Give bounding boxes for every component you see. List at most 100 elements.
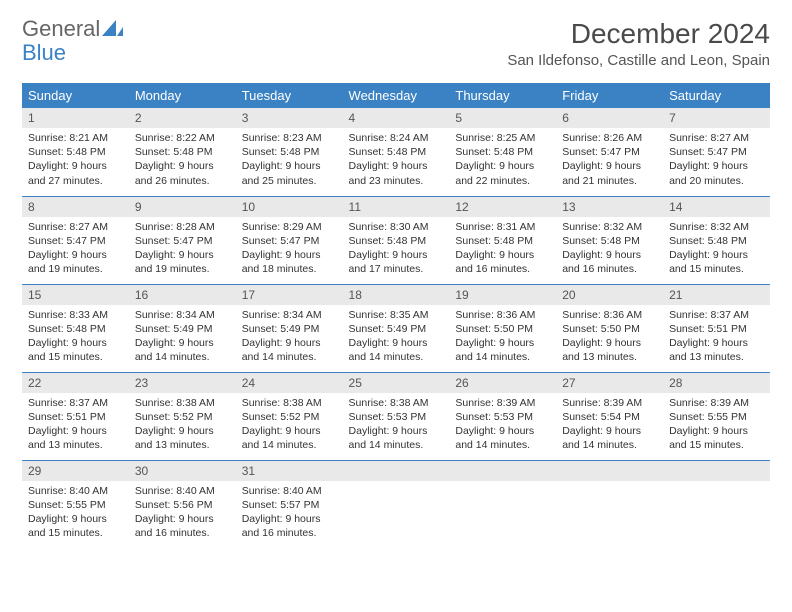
weekday-header-row: SundayMondayTuesdayWednesdayThursdayFrid… xyxy=(22,83,770,108)
day-number: 24 xyxy=(236,373,343,393)
calendar-day-cell xyxy=(663,460,770,548)
calendar-day-cell: 8Sunrise: 8:27 AMSunset: 5:47 PMDaylight… xyxy=(22,196,129,284)
calendar-day-cell: 27Sunrise: 8:39 AMSunset: 5:54 PMDayligh… xyxy=(556,372,663,460)
sunset-line: Sunset: 5:48 PM xyxy=(242,145,337,159)
daylight-line: Daylight: 9 hours and 14 minutes. xyxy=(242,424,337,452)
calendar-day-cell: 24Sunrise: 8:38 AMSunset: 5:52 PMDayligh… xyxy=(236,372,343,460)
day-body: Sunrise: 8:32 AMSunset: 5:48 PMDaylight:… xyxy=(556,217,663,283)
calendar-day-cell: 25Sunrise: 8:38 AMSunset: 5:53 PMDayligh… xyxy=(343,372,450,460)
sunrise-line: Sunrise: 8:35 AM xyxy=(349,308,444,322)
sunrise-line: Sunrise: 8:30 AM xyxy=(349,220,444,234)
calendar-day-cell: 21Sunrise: 8:37 AMSunset: 5:51 PMDayligh… xyxy=(663,284,770,372)
day-number: 11 xyxy=(343,197,450,217)
daylight-line: Daylight: 9 hours and 23 minutes. xyxy=(349,159,444,187)
day-body: Sunrise: 8:34 AMSunset: 5:49 PMDaylight:… xyxy=(236,305,343,371)
sunrise-line: Sunrise: 8:34 AM xyxy=(135,308,230,322)
sunset-line: Sunset: 5:47 PM xyxy=(28,234,123,248)
calendar-day-cell: 31Sunrise: 8:40 AMSunset: 5:57 PMDayligh… xyxy=(236,460,343,548)
title-block: December 2024 San Ildefonso, Castille an… xyxy=(507,18,770,69)
daylight-line: Daylight: 9 hours and 15 minutes. xyxy=(669,424,764,452)
day-body: Sunrise: 8:23 AMSunset: 5:48 PMDaylight:… xyxy=(236,128,343,194)
title-month: December 2024 xyxy=(507,18,770,50)
weekday-header: Friday xyxy=(556,83,663,108)
calendar-day-cell: 6Sunrise: 8:26 AMSunset: 5:47 PMDaylight… xyxy=(556,108,663,196)
weekday-header: Thursday xyxy=(449,83,556,108)
day-body: Sunrise: 8:38 AMSunset: 5:53 PMDaylight:… xyxy=(343,393,450,459)
calendar-day-cell: 17Sunrise: 8:34 AMSunset: 5:49 PMDayligh… xyxy=(236,284,343,372)
calendar-day-cell: 5Sunrise: 8:25 AMSunset: 5:48 PMDaylight… xyxy=(449,108,556,196)
calendar-day-cell: 15Sunrise: 8:33 AMSunset: 5:48 PMDayligh… xyxy=(22,284,129,372)
calendar-day-cell: 10Sunrise: 8:29 AMSunset: 5:47 PMDayligh… xyxy=(236,196,343,284)
calendar-day-cell: 3Sunrise: 8:23 AMSunset: 5:48 PMDaylight… xyxy=(236,108,343,196)
daylight-line: Daylight: 9 hours and 21 minutes. xyxy=(562,159,657,187)
daylight-line: Daylight: 9 hours and 16 minutes. xyxy=(455,248,550,276)
day-body: Sunrise: 8:37 AMSunset: 5:51 PMDaylight:… xyxy=(22,393,129,459)
day-number: 16 xyxy=(129,285,236,305)
sunset-line: Sunset: 5:53 PM xyxy=(349,410,444,424)
sunset-line: Sunset: 5:52 PM xyxy=(242,410,337,424)
day-body: Sunrise: 8:33 AMSunset: 5:48 PMDaylight:… xyxy=(22,305,129,371)
sunset-line: Sunset: 5:49 PM xyxy=(349,322,444,336)
sunrise-line: Sunrise: 8:39 AM xyxy=(455,396,550,410)
daylight-line: Daylight: 9 hours and 17 minutes. xyxy=(349,248,444,276)
brand-logo: General Blue xyxy=(22,18,124,64)
daylight-line: Daylight: 9 hours and 13 minutes. xyxy=(28,424,123,452)
day-body: Sunrise: 8:32 AMSunset: 5:48 PMDaylight:… xyxy=(663,217,770,283)
weekday-header: Wednesday xyxy=(343,83,450,108)
sunset-line: Sunset: 5:48 PM xyxy=(349,145,444,159)
day-number-empty xyxy=(449,461,556,481)
calendar-day-cell: 14Sunrise: 8:32 AMSunset: 5:48 PMDayligh… xyxy=(663,196,770,284)
daylight-line: Daylight: 9 hours and 15 minutes. xyxy=(28,336,123,364)
day-body: Sunrise: 8:26 AMSunset: 5:47 PMDaylight:… xyxy=(556,128,663,194)
day-number: 27 xyxy=(556,373,663,393)
day-body: Sunrise: 8:27 AMSunset: 5:47 PMDaylight:… xyxy=(22,217,129,283)
sunrise-line: Sunrise: 8:25 AM xyxy=(455,131,550,145)
day-body: Sunrise: 8:34 AMSunset: 5:49 PMDaylight:… xyxy=(129,305,236,371)
calendar-week-row: 1Sunrise: 8:21 AMSunset: 5:48 PMDaylight… xyxy=(22,108,770,196)
daylight-line: Daylight: 9 hours and 14 minutes. xyxy=(349,336,444,364)
day-number: 25 xyxy=(343,373,450,393)
sunrise-line: Sunrise: 8:40 AM xyxy=(242,484,337,498)
calendar-day-cell xyxy=(343,460,450,548)
day-number: 30 xyxy=(129,461,236,481)
daylight-line: Daylight: 9 hours and 14 minutes. xyxy=(455,424,550,452)
day-number: 1 xyxy=(22,108,129,128)
calendar-day-cell: 20Sunrise: 8:36 AMSunset: 5:50 PMDayligh… xyxy=(556,284,663,372)
sunset-line: Sunset: 5:54 PM xyxy=(562,410,657,424)
day-number: 31 xyxy=(236,461,343,481)
calendar-day-cell: 29Sunrise: 8:40 AMSunset: 5:55 PMDayligh… xyxy=(22,460,129,548)
calendar-day-cell: 16Sunrise: 8:34 AMSunset: 5:49 PMDayligh… xyxy=(129,284,236,372)
sunrise-line: Sunrise: 8:36 AM xyxy=(455,308,550,322)
sunset-line: Sunset: 5:51 PM xyxy=(669,322,764,336)
sunset-line: Sunset: 5:48 PM xyxy=(455,234,550,248)
day-number: 5 xyxy=(449,108,556,128)
day-number: 8 xyxy=(22,197,129,217)
daylight-line: Daylight: 9 hours and 13 minutes. xyxy=(669,336,764,364)
day-body: Sunrise: 8:31 AMSunset: 5:48 PMDaylight:… xyxy=(449,217,556,283)
day-body: Sunrise: 8:36 AMSunset: 5:50 PMDaylight:… xyxy=(556,305,663,371)
sunrise-line: Sunrise: 8:34 AM xyxy=(242,308,337,322)
sunset-line: Sunset: 5:53 PM xyxy=(455,410,550,424)
day-body: Sunrise: 8:39 AMSunset: 5:53 PMDaylight:… xyxy=(449,393,556,459)
calendar-week-row: 29Sunrise: 8:40 AMSunset: 5:55 PMDayligh… xyxy=(22,460,770,548)
day-number: 6 xyxy=(556,108,663,128)
day-body: Sunrise: 8:39 AMSunset: 5:54 PMDaylight:… xyxy=(556,393,663,459)
day-body: Sunrise: 8:25 AMSunset: 5:48 PMDaylight:… xyxy=(449,128,556,194)
sunrise-line: Sunrise: 8:39 AM xyxy=(669,396,764,410)
sunrise-line: Sunrise: 8:36 AM xyxy=(562,308,657,322)
daylight-line: Daylight: 9 hours and 14 minutes. xyxy=(562,424,657,452)
header: General Blue December 2024 San Ildefonso… xyxy=(22,18,770,69)
day-number: 14 xyxy=(663,197,770,217)
day-body: Sunrise: 8:37 AMSunset: 5:51 PMDaylight:… xyxy=(663,305,770,371)
calendar-day-cell: 26Sunrise: 8:39 AMSunset: 5:53 PMDayligh… xyxy=(449,372,556,460)
day-body: Sunrise: 8:27 AMSunset: 5:47 PMDaylight:… xyxy=(663,128,770,194)
sunset-line: Sunset: 5:48 PM xyxy=(562,234,657,248)
sunrise-line: Sunrise: 8:24 AM xyxy=(349,131,444,145)
calendar-day-cell: 4Sunrise: 8:24 AMSunset: 5:48 PMDaylight… xyxy=(343,108,450,196)
sunrise-line: Sunrise: 8:39 AM xyxy=(562,396,657,410)
daylight-line: Daylight: 9 hours and 19 minutes. xyxy=(28,248,123,276)
sunset-line: Sunset: 5:47 PM xyxy=(242,234,337,248)
sunset-line: Sunset: 5:47 PM xyxy=(135,234,230,248)
day-number: 20 xyxy=(556,285,663,305)
day-number: 23 xyxy=(129,373,236,393)
